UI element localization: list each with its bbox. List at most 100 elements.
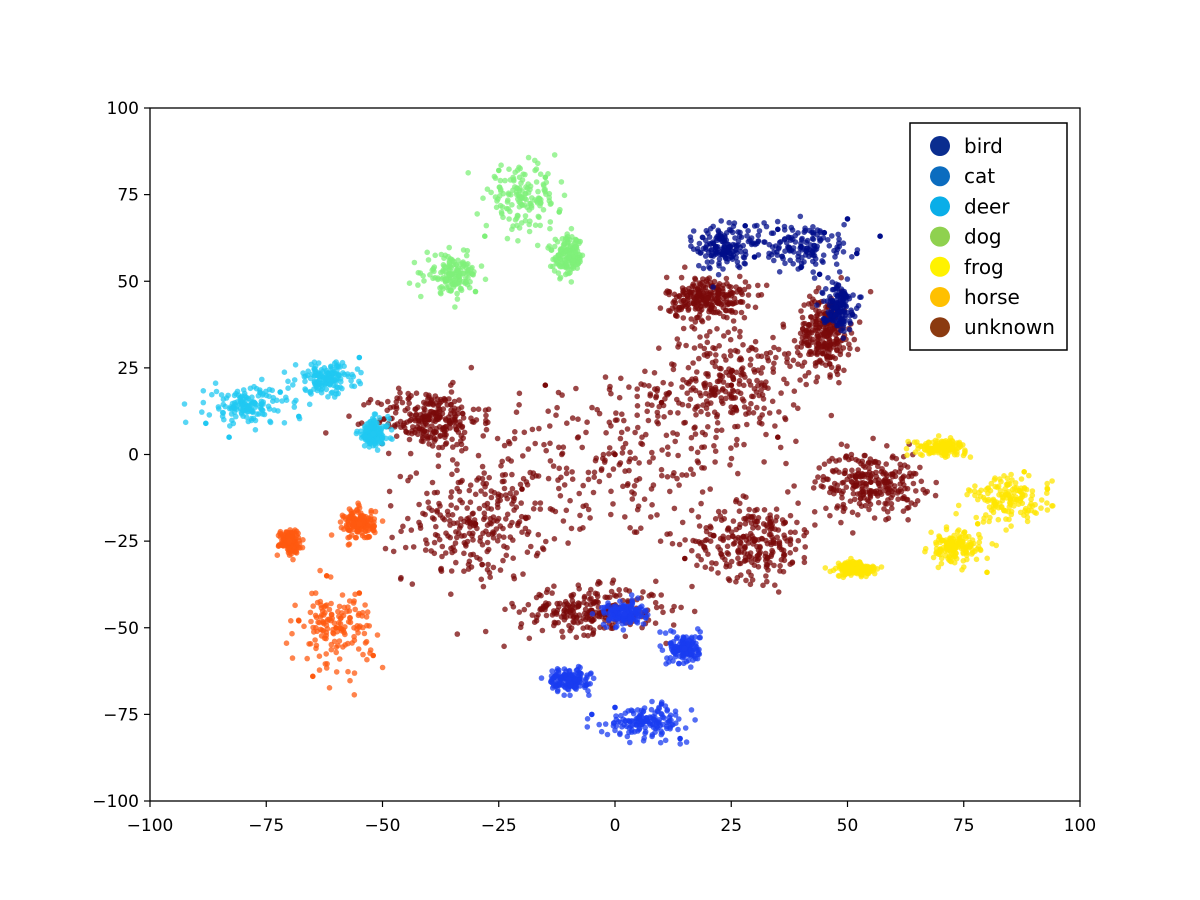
data-point (658, 592, 664, 598)
data-point (536, 591, 542, 598)
data-point (910, 480, 917, 487)
data-point (565, 676, 572, 683)
data-point (642, 608, 648, 615)
data-point (491, 173, 498, 180)
data-point (556, 485, 562, 492)
data-point (692, 306, 699, 312)
data-point (487, 520, 493, 526)
data-point (379, 435, 385, 442)
data-point (667, 531, 673, 537)
data-point (641, 735, 647, 741)
data-point (220, 410, 226, 416)
data-point (455, 429, 462, 435)
data-point (281, 542, 288, 549)
data-point (798, 339, 805, 346)
data-point (509, 501, 515, 507)
data-point (591, 474, 597, 481)
data-point (734, 348, 741, 355)
data-point (741, 382, 747, 389)
data-point (730, 318, 737, 324)
data-point (762, 553, 769, 560)
data-point (847, 345, 853, 352)
data-point (395, 385, 402, 392)
data-point (502, 471, 509, 478)
data-point (742, 543, 748, 550)
data-point (974, 521, 981, 527)
data-point (454, 296, 461, 302)
data-point (715, 570, 721, 576)
data-point (308, 361, 315, 368)
data-point (784, 538, 790, 544)
data-point (766, 410, 773, 416)
data-point (608, 588, 615, 595)
data-point (1029, 492, 1036, 499)
data-point (801, 302, 807, 308)
data-point (840, 508, 847, 515)
data-point (730, 388, 737, 395)
data-point (494, 435, 501, 442)
data-point (844, 476, 850, 483)
data-point (351, 598, 357, 604)
data-point (466, 515, 472, 521)
data-point (458, 441, 465, 448)
data-point (535, 612, 541, 618)
data-point (964, 491, 970, 498)
data-point (581, 595, 588, 601)
data-point (667, 712, 674, 718)
data-point (866, 465, 872, 472)
data-point (696, 355, 702, 362)
data-point (553, 609, 560, 616)
data-point (454, 461, 460, 467)
data-point (561, 617, 568, 623)
data-point (692, 286, 699, 293)
data-point (389, 436, 395, 443)
data-point (1021, 469, 1027, 475)
data-point (285, 385, 291, 392)
data-point (465, 261, 471, 267)
data-point (504, 511, 511, 518)
data-point (640, 709, 646, 715)
data-point (291, 404, 298, 410)
data-point (650, 713, 656, 720)
data-point (694, 299, 701, 305)
data-point (218, 392, 225, 398)
data-point (813, 307, 819, 314)
data-point (372, 508, 379, 515)
data-point (933, 541, 940, 547)
data-point (602, 721, 609, 727)
data-point (993, 503, 999, 509)
data-point (426, 505, 432, 511)
data-point (467, 482, 474, 489)
data-point (544, 602, 550, 608)
data-point (334, 384, 341, 391)
data-point (650, 455, 656, 461)
data-point (755, 367, 761, 374)
data-point (212, 380, 219, 387)
data-point (1024, 518, 1031, 525)
data-point (525, 181, 531, 187)
data-point (814, 327, 821, 334)
data-point (622, 440, 629, 447)
data-point (692, 538, 699, 545)
data-point (604, 594, 610, 601)
data-point (525, 529, 532, 535)
data-point (827, 372, 833, 378)
data-point (569, 671, 576, 678)
data-point (570, 249, 577, 255)
data-point (676, 482, 682, 488)
data-point (682, 287, 688, 293)
data-point (741, 516, 747, 522)
data-point (484, 548, 491, 555)
data-point (755, 547, 762, 553)
data-point (737, 273, 743, 280)
data-point (888, 501, 895, 507)
data-point (475, 452, 482, 459)
data-point (356, 354, 363, 361)
data-point (519, 529, 525, 535)
data-point (632, 429, 638, 436)
data-point (729, 374, 736, 380)
data-point (529, 474, 536, 481)
data-point (689, 583, 695, 590)
data-point (915, 446, 921, 452)
data-point (666, 291, 672, 298)
